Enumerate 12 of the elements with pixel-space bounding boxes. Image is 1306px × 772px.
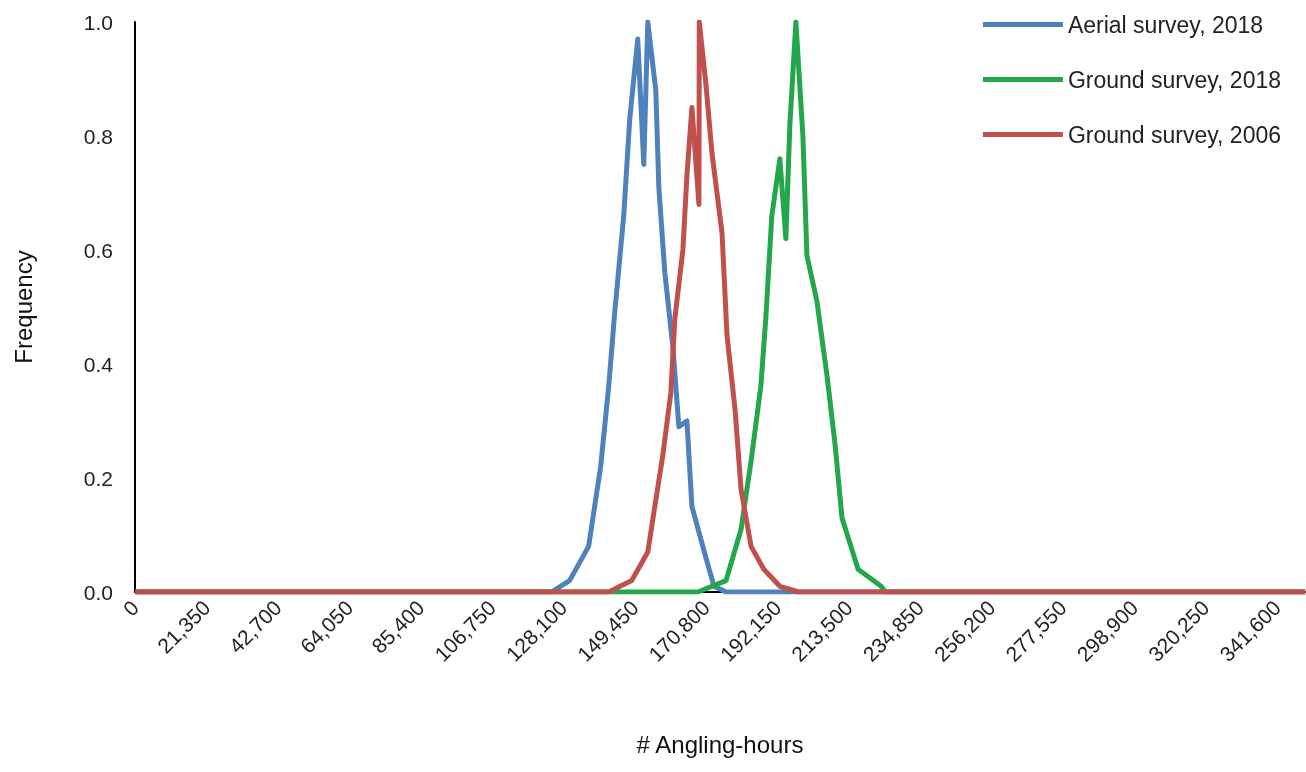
legend-label: Ground survey, 2006 <box>1067 121 1282 148</box>
y-tick-label: 0.4 <box>83 352 114 376</box>
y-tick-label: 0.6 <box>83 238 113 262</box>
y-tick-label: 0.8 <box>83 124 113 148</box>
y-tick-label: 1.0 <box>83 10 113 34</box>
y-axis-title: Frequency <box>9 250 37 364</box>
legend-label: Ground survey, 2018 <box>1067 66 1282 93</box>
x-tick-label: 0 <box>118 595 144 621</box>
legend-label: Aerial survey, 2018 <box>1067 11 1264 38</box>
x-axis-title: # Angling-hours <box>636 730 804 758</box>
y-tick-label: 0.2 <box>83 466 113 490</box>
y-tick-label: 0.0 <box>83 580 113 604</box>
